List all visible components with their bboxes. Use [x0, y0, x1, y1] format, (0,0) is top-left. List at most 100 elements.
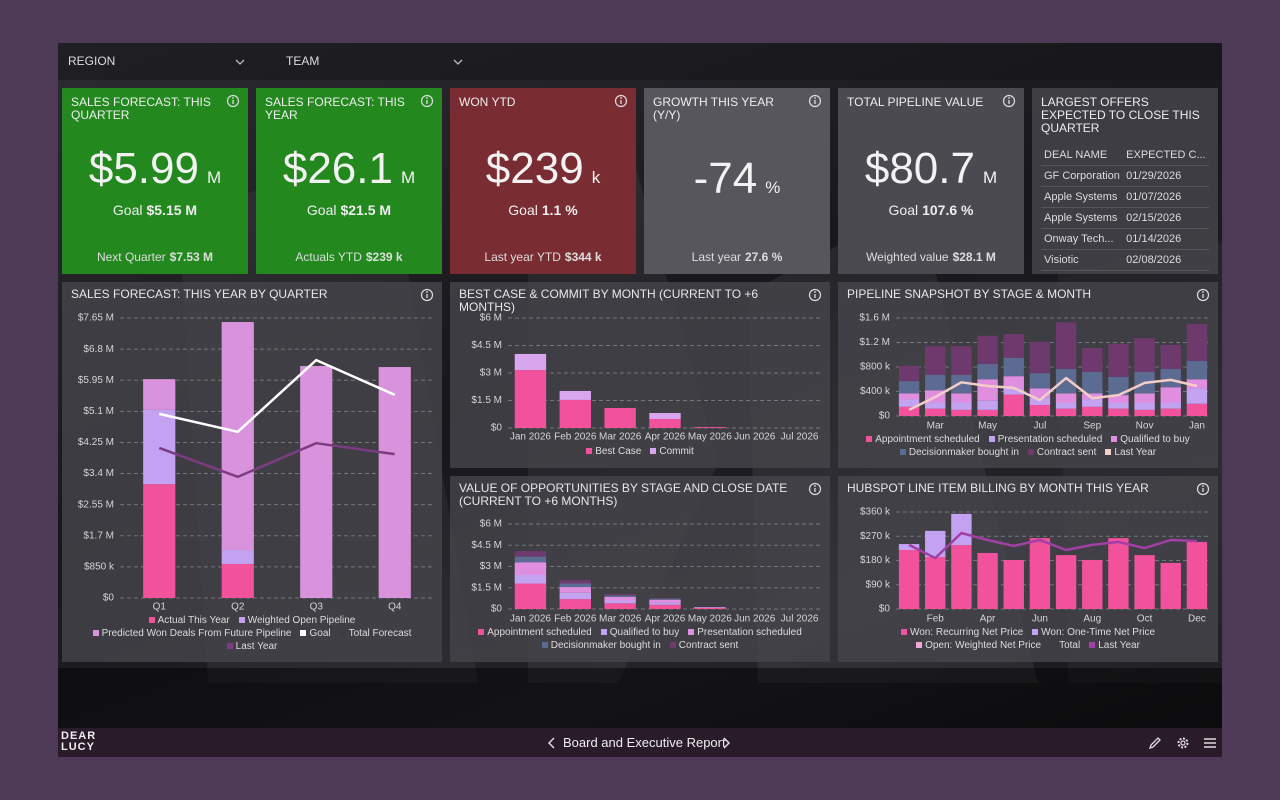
legend-item[interactable]: Decisionmaker bought in — [541, 640, 661, 652]
info-icon[interactable] — [1196, 288, 1210, 302]
legend-item[interactable]: Qualified to buy — [1111, 434, 1190, 446]
settings-button[interactable] — [1176, 736, 1190, 750]
legend-item[interactable]: Won: Recurring Net Price — [900, 627, 1023, 639]
tile-footer: Weighted value $28.1 M — [838, 250, 1024, 264]
footer-label: Last year — [691, 250, 741, 264]
legend-item[interactable]: Last Year — [1089, 640, 1140, 652]
bar-segment — [559, 399, 591, 428]
chart-title: HUBSPOT LINE ITEM BILLING BY MONTH THIS … — [847, 481, 1149, 495]
kpi-value: $26.1 — [282, 144, 393, 193]
y-tick-label: $3 M — [480, 561, 502, 572]
legend-item[interactable]: Best Case — [586, 446, 641, 458]
info-dot — [1202, 291, 1204, 293]
menu-button[interactable] — [1203, 736, 1217, 750]
edit-button[interactable] — [1148, 736, 1162, 750]
info-icon[interactable] — [420, 288, 434, 302]
legend-label: Decisionmaker bought in — [908, 447, 1019, 458]
x-tick-label: Mar — [927, 421, 945, 432]
legend-item[interactable]: Contract sent — [669, 640, 738, 652]
info-icon[interactable] — [1196, 482, 1210, 496]
legend-item[interactable]: Presentation scheduled — [988, 434, 1102, 446]
info-icon[interactable] — [226, 94, 240, 108]
offers-tile: LARGEST OFFERS EXPECTED TO CLOSE THIS QU… — [1032, 88, 1218, 274]
legend-item[interactable]: Goal — [300, 628, 331, 640]
y-tick-label: $0 — [879, 411, 891, 422]
tile-title: WON YTD — [459, 95, 516, 109]
bar-segment — [1160, 387, 1181, 403]
legend-item[interactable]: Presentation scheduled — [688, 627, 802, 639]
kpi-value: $80.7 — [864, 144, 975, 193]
info-circle — [614, 94, 628, 108]
legend-item[interactable]: Last Year — [1105, 447, 1156, 459]
bar-segment — [1029, 404, 1051, 416]
bar-segment — [925, 402, 946, 409]
info-circle — [226, 94, 240, 108]
info-icon[interactable] — [420, 94, 434, 108]
goal-label: Goal — [888, 202, 919, 218]
bar-segment — [559, 592, 591, 600]
legend-swatch — [1089, 642, 1096, 648]
offer-cell: 02/08/2026 — [1123, 249, 1209, 271]
legend-item[interactable]: Decisionmaker bought in — [899, 447, 1019, 459]
info-icon[interactable] — [614, 94, 628, 108]
info-icon[interactable] — [808, 94, 822, 108]
x-tick-label: Jan 2026 — [510, 614, 552, 625]
info-circle — [808, 94, 822, 108]
offer-row[interactable]: Apple Systems 02/15/2026 — [1041, 207, 1209, 229]
goal: Goal 107.6 % — [838, 202, 1024, 218]
goal: Goal 1.1 % — [450, 202, 636, 218]
x-tick-label: Feb 2026 — [554, 432, 597, 443]
next-button[interactable] — [720, 737, 732, 749]
legend-label: Predicted Won Deals From Future Pipeline — [101, 628, 292, 639]
legend-item[interactable]: Commit — [650, 446, 694, 458]
bar-segment — [514, 562, 547, 575]
y-tick-label: $4.5 M — [471, 340, 502, 351]
line-series — [158, 441, 395, 479]
x-tick-label: May 2026 — [688, 614, 732, 625]
legend-item[interactable]: Qualified to buy — [600, 627, 679, 639]
line-series — [908, 531, 1197, 560]
y-tick-label: $0 — [103, 593, 115, 604]
legend-label: Decisionmaker bought in — [550, 640, 661, 651]
report-name[interactable]: Board and Executive Report — [563, 735, 726, 750]
info-icon[interactable] — [808, 288, 822, 302]
bar-segment — [925, 408, 946, 416]
legend-item[interactable]: Appointment scheduled — [866, 434, 980, 446]
bar-segment — [649, 597, 681, 599]
x-tick-label: May 2026 — [688, 432, 732, 443]
info-icon[interactable] — [1002, 94, 1016, 108]
legend-item[interactable]: Contract sent — [1027, 447, 1096, 459]
filter-dropdown[interactable]: TEAM — [286, 43, 486, 80]
offer-row[interactable]: Visiotic 02/08/2026 — [1041, 249, 1209, 271]
legend-item[interactable]: Actual This Year — [148, 615, 230, 627]
legend-item[interactable]: Weighted Open Pipeline — [238, 615, 355, 627]
kpi-unit: M — [400, 168, 416, 187]
prev-button[interactable] — [546, 737, 558, 749]
offer-row[interactable]: Onway Tech... 01/14/2026 — [1041, 228, 1209, 250]
kpi-value: $239 — [485, 144, 584, 193]
x-tick-label: Apr 2026 — [645, 614, 686, 625]
legend-swatch — [688, 629, 695, 635]
chart-panel: SALES FORECAST: THIS YEAR BY QUARTER $0 $8… — [62, 282, 442, 662]
bar-segment — [649, 602, 681, 605]
bar-segment — [1003, 388, 1024, 395]
offer-row[interactable]: GF Corporation 01/29/2026 — [1041, 165, 1209, 187]
legend-item[interactable]: Total Forecast — [339, 628, 411, 640]
offer-row[interactable]: Apple Systems 01/07/2026 — [1041, 186, 1209, 208]
goal-label: Goal — [112, 202, 143, 218]
filter-dropdown[interactable]: REGION — [68, 43, 268, 80]
bar-segment — [1082, 393, 1103, 400]
info-dot — [1202, 485, 1204, 487]
legend-item[interactable]: Predicted Won Deals From Future Pipeline — [92, 628, 292, 640]
y-tick-label: $3 M — [480, 368, 502, 379]
legend-item[interactable]: Total — [1050, 640, 1080, 652]
legend-item[interactable]: Appointment scheduled — [478, 627, 592, 639]
legend-item[interactable]: Open: Weighted Net Price — [916, 640, 1041, 652]
info-dot — [814, 485, 816, 487]
bar-segment — [898, 381, 920, 394]
legend-item[interactable]: Won: One-Time Net Price — [1032, 627, 1155, 639]
legend-item[interactable]: Last Year — [226, 641, 277, 653]
x-tick-label: Jan — [1189, 421, 1205, 432]
info-icon[interactable] — [808, 482, 822, 496]
